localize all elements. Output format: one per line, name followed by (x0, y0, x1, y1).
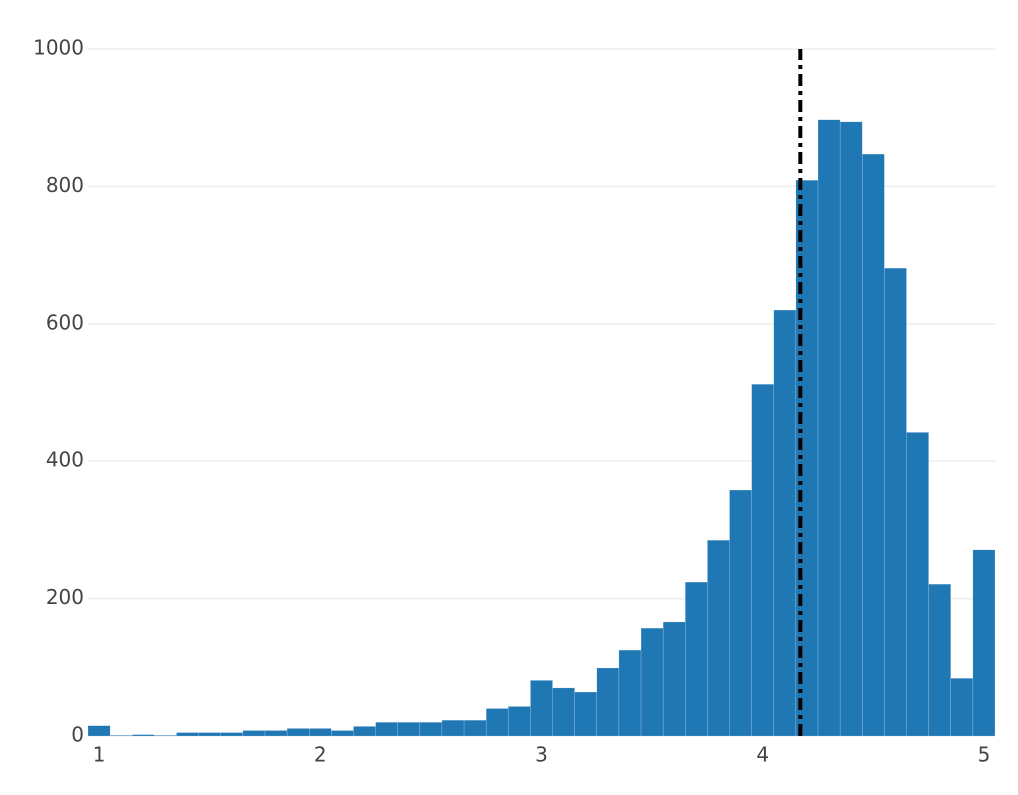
bar (662, 621, 686, 737)
x-tick-label: 3 (535, 743, 548, 767)
bar (618, 649, 642, 737)
bar (286, 728, 310, 737)
bar (109, 735, 133, 737)
bar (198, 732, 221, 737)
bar (707, 539, 730, 737)
x-tick-label: 4 (756, 743, 769, 767)
bar (375, 722, 398, 737)
bar (884, 267, 907, 737)
bar (242, 730, 266, 737)
bar (640, 627, 664, 737)
y-tick-label: 1000 (33, 36, 84, 60)
bar (308, 728, 332, 737)
bar (463, 719, 487, 737)
bar (552, 687, 575, 737)
bar (131, 734, 155, 737)
bar (773, 309, 797, 737)
bar (264, 730, 288, 737)
bar (419, 722, 443, 737)
bar (972, 549, 996, 737)
bar (508, 706, 531, 737)
bar (862, 153, 885, 737)
bar (751, 384, 775, 737)
bar (574, 691, 598, 737)
x-tick-label: 1 (93, 743, 106, 767)
y-tick-label: 400 (46, 448, 84, 472)
bar (154, 735, 177, 737)
bar (839, 121, 863, 737)
y-tick-label: 200 (46, 585, 84, 609)
y-tick-label: 800 (46, 173, 84, 197)
bar (928, 583, 952, 737)
bar (906, 432, 929, 737)
y-tick-label: 0 (71, 723, 84, 747)
x-tick-label: 5 (978, 743, 991, 767)
bar (485, 708, 509, 737)
bar (87, 725, 111, 737)
bar (441, 719, 465, 737)
bar (220, 732, 244, 737)
bar (176, 732, 199, 737)
bar (397, 722, 421, 737)
bar (817, 119, 841, 737)
bar (729, 489, 752, 737)
bar (685, 581, 708, 737)
bar (950, 678, 974, 737)
bar (353, 726, 376, 737)
bar (331, 730, 354, 737)
bar (596, 667, 620, 737)
x-tick-label: 2 (314, 743, 327, 767)
bar (530, 680, 553, 737)
y-tick-label: 600 (46, 310, 84, 334)
